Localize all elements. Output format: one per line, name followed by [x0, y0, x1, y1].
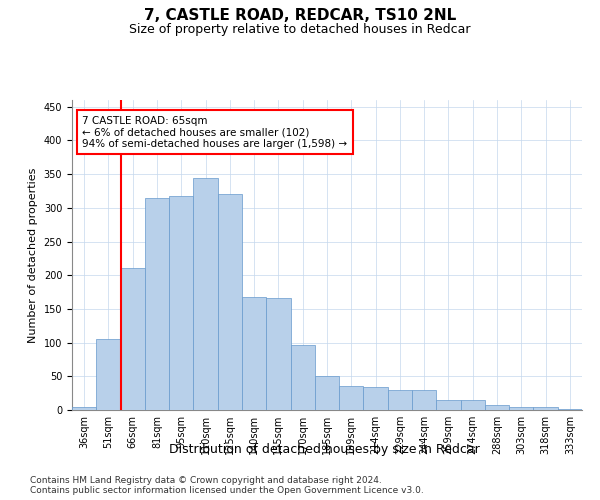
Bar: [121, 268, 145, 410]
Text: Contains public sector information licensed under the Open Government Licence v3: Contains public sector information licen…: [30, 486, 424, 495]
Bar: [461, 400, 485, 410]
Bar: [485, 406, 509, 410]
Bar: [533, 406, 558, 410]
Text: Contains HM Land Registry data © Crown copyright and database right 2024.: Contains HM Land Registry data © Crown c…: [30, 476, 382, 485]
Bar: [169, 196, 193, 410]
Text: Size of property relative to detached houses in Redcar: Size of property relative to detached ho…: [129, 22, 471, 36]
Bar: [290, 344, 315, 410]
Text: 7, CASTLE ROAD, REDCAR, TS10 2NL: 7, CASTLE ROAD, REDCAR, TS10 2NL: [144, 8, 456, 22]
Text: Distribution of detached houses by size in Redcar: Distribution of detached houses by size …: [169, 442, 479, 456]
Bar: [364, 387, 388, 410]
Bar: [72, 406, 96, 410]
Bar: [315, 376, 339, 410]
Y-axis label: Number of detached properties: Number of detached properties: [28, 168, 38, 342]
Bar: [242, 297, 266, 410]
Bar: [193, 178, 218, 410]
Bar: [96, 338, 121, 410]
Bar: [388, 390, 412, 410]
Bar: [436, 400, 461, 410]
Text: 7 CASTLE ROAD: 65sqm
← 6% of detached houses are smaller (102)
94% of semi-detac: 7 CASTLE ROAD: 65sqm ← 6% of detached ho…: [82, 116, 347, 148]
Bar: [145, 198, 169, 410]
Bar: [412, 390, 436, 410]
Bar: [509, 406, 533, 410]
Bar: [218, 194, 242, 410]
Bar: [266, 298, 290, 410]
Bar: [339, 386, 364, 410]
